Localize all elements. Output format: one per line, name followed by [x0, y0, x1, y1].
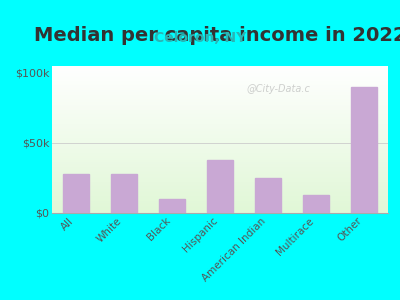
Bar: [207, 160, 233, 213]
Bar: [255, 178, 281, 213]
Text: @City-Data.c: @City-Data.c: [247, 84, 311, 94]
Bar: [351, 87, 377, 213]
Bar: [159, 199, 185, 213]
Bar: [111, 174, 137, 213]
Title: Median per capita income in 2022: Median per capita income in 2022: [34, 26, 400, 45]
Bar: [303, 195, 329, 213]
Text: Celoron, NY: Celoron, NY: [154, 32, 246, 46]
Bar: [63, 174, 89, 213]
